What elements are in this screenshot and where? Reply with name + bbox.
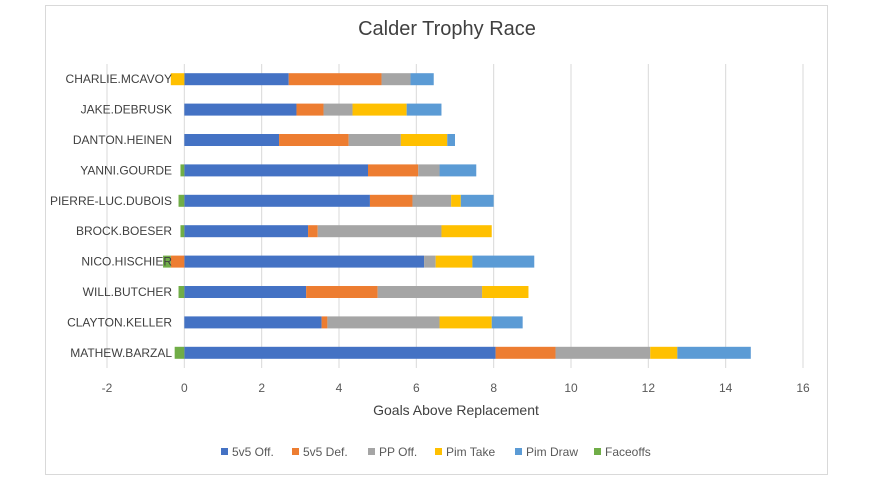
bar-segment xyxy=(352,103,407,116)
bar-segment xyxy=(184,194,370,207)
x-tick-label: -2 xyxy=(102,381,113,395)
legend-label: Pim Take xyxy=(446,445,495,459)
legend-label: Faceoffs xyxy=(605,445,651,459)
legend-swatch xyxy=(515,448,522,455)
bar-segment xyxy=(180,225,185,238)
bar-segment xyxy=(184,316,322,329)
y-category-label: PIERRE-LUC.DUBOIS xyxy=(50,194,172,208)
bar-segment xyxy=(410,73,434,86)
bar-segment xyxy=(441,225,492,238)
bar-segment xyxy=(369,194,413,207)
bar-segment xyxy=(460,194,494,207)
bar-segment xyxy=(447,134,455,146)
bar-segment xyxy=(368,164,419,177)
bar-segment xyxy=(400,134,448,146)
bar-segment xyxy=(439,316,492,329)
bar-segment xyxy=(288,73,382,86)
label-layer: -2 0 2 4 6 8 10 12 14 16 MATHEW.BARZAL CLAYTON.KELL… xyxy=(50,72,810,395)
legend-swatch xyxy=(292,448,299,455)
bar-segment xyxy=(296,103,324,116)
bar-layer xyxy=(163,73,751,359)
x-tick-label: 12 xyxy=(642,381,656,395)
bar-segment xyxy=(184,286,307,298)
y-category-label: YANNI.GOURDE xyxy=(80,163,172,177)
bar-segment xyxy=(482,286,529,298)
bar-segment xyxy=(279,134,349,146)
bar-segment xyxy=(348,134,401,146)
bar-segment xyxy=(178,286,185,298)
bar-segment xyxy=(424,255,436,268)
bar-segment xyxy=(323,103,353,116)
legend-swatch xyxy=(221,448,228,455)
bar-segment xyxy=(184,346,496,359)
x-tick-label: 4 xyxy=(336,381,343,395)
legend: 5v5 Off. 5v5 Def. PP Off. Pim Take Pim Draw F… xyxy=(221,445,651,459)
bar-segment xyxy=(451,194,461,207)
legend-swatch xyxy=(435,448,442,455)
y-category-label: WILL.BUTCHER xyxy=(83,285,173,299)
y-category-label: BROCK.BOESER xyxy=(76,224,172,238)
y-category-label: CLAYTON.KELLER xyxy=(67,315,172,329)
legend-swatch xyxy=(594,448,601,455)
x-tick-label: 8 xyxy=(490,381,497,395)
bar-segment xyxy=(491,316,523,329)
bar-segment xyxy=(650,346,678,359)
bar-segment xyxy=(174,346,185,359)
bar-segment xyxy=(184,225,309,238)
bar-segment xyxy=(170,255,185,268)
chart-title: Calder Trophy Race xyxy=(358,18,536,40)
bar-segment xyxy=(184,255,425,268)
bar-segment xyxy=(555,346,651,359)
bar-segment xyxy=(321,316,328,329)
x-tick-label: 14 xyxy=(719,381,733,395)
x-tick-label: 6 xyxy=(413,381,420,395)
bar-segment xyxy=(472,255,535,268)
x-tick-label: 2 xyxy=(258,381,265,395)
bar-segment xyxy=(677,346,751,359)
legend-swatch xyxy=(368,448,375,455)
bar-segment xyxy=(317,225,442,238)
y-category-label: JAKE.DEBRUSK xyxy=(81,103,172,117)
bar-segment xyxy=(435,255,473,268)
y-category-label: NICO.HISCHIER xyxy=(81,255,172,269)
bar-segment xyxy=(178,194,185,207)
bar-segment xyxy=(180,164,185,177)
bar-segment xyxy=(406,103,442,116)
bar-segment xyxy=(184,103,297,116)
legend-label: PP Off. xyxy=(379,445,417,459)
bar-segment xyxy=(439,164,477,177)
x-tick-label: 10 xyxy=(564,381,578,395)
legend-label: 5v5 Def. xyxy=(303,445,348,459)
x-axis-label: Goals Above Replacement xyxy=(373,402,539,418)
bar-segment xyxy=(184,134,280,146)
bar-segment xyxy=(170,73,185,86)
bar-segment xyxy=(308,225,318,238)
bar-segment xyxy=(163,255,171,268)
bar-segment xyxy=(377,286,483,298)
legend-label: 5v5 Off. xyxy=(232,445,274,459)
bar-segment xyxy=(381,73,411,86)
x-tick-label: 0 xyxy=(181,381,188,395)
bar-segment xyxy=(306,286,378,298)
bar-segment xyxy=(327,316,440,329)
legend-label: Pim Draw xyxy=(526,445,578,459)
bar-segment xyxy=(412,194,452,207)
bar-segment xyxy=(495,346,556,359)
y-category-label: CHARLIE.MCAVOY xyxy=(66,72,172,86)
y-category-label: DANTON.HEINEN xyxy=(73,133,172,147)
bar-segment xyxy=(184,73,289,86)
bar-segment xyxy=(418,164,440,177)
y-category-label: MATHEW.BARZAL xyxy=(70,346,172,360)
bar-segment xyxy=(184,164,368,177)
x-tick-label: 16 xyxy=(796,381,810,395)
